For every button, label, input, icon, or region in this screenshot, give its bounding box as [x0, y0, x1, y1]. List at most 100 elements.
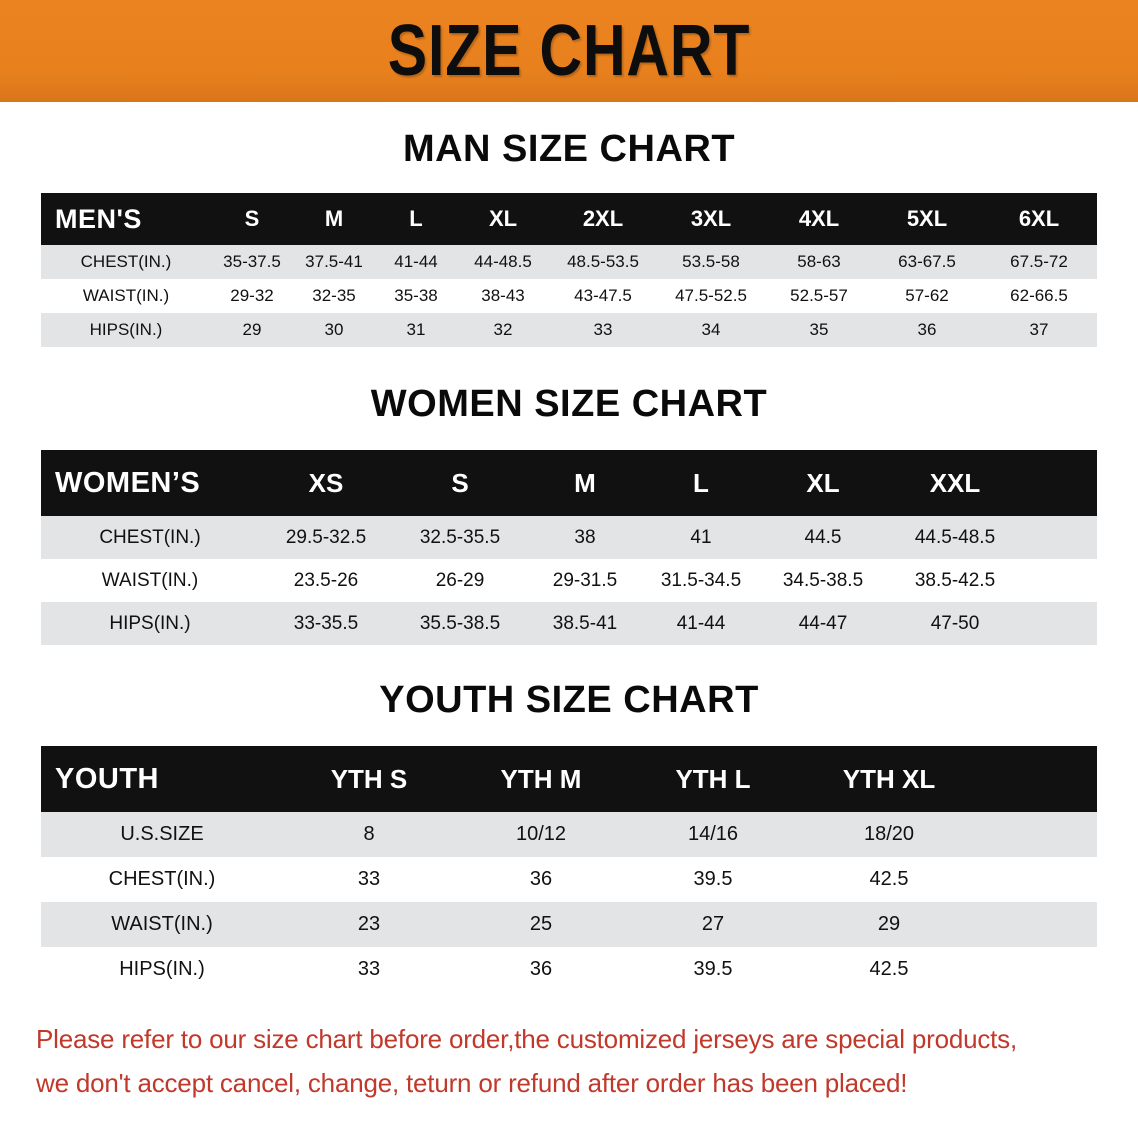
table-cell: 36 [529, 958, 553, 980]
table-cell: 29.5-32.5 [285, 526, 367, 548]
table-cell-empty [1023, 516, 1097, 559]
table-cell: 35 [809, 320, 829, 339]
man-section-title: MAN SIZE CHART [402, 128, 736, 170]
page-banner: SIZE CHART [0, 0, 1138, 102]
table-cell: 67.5-72 [1010, 252, 1068, 271]
table-header-row: WOMEN’S XS S M L XL XXL [41, 450, 1097, 516]
man-table-body: CHEST(IN.) 35-37.5 37.5-41 41-44 44-48.5… [41, 245, 1097, 347]
man-size-table-wrap: MEN'S S M L XL 2XL 3XL 4XL 5XL 6XL CHEST… [41, 193, 1097, 347]
table-cell: 36 [529, 868, 553, 890]
table-cell: 57-62 [905, 286, 949, 305]
table-cell: 23.5-26 [293, 569, 359, 591]
row-label: U.S.SIZE [120, 823, 204, 845]
youth-size-table-wrap: YOUTH YTH S YTH M YTH L YTH XL U.S.SIZE … [41, 746, 1097, 992]
table-cell: 29-31.5 [552, 569, 618, 591]
women-col-header-empty [1023, 450, 1097, 516]
women-col-header: M [574, 467, 596, 498]
table-cell: 38-43 [481, 286, 525, 305]
table-cell: 39.5 [693, 958, 733, 980]
table-cell: 48.5-53.5 [567, 252, 639, 271]
youth-corner-label: YOUTH [55, 762, 159, 795]
table-cell: 29 [877, 913, 901, 935]
table-cell: 26-29 [435, 569, 485, 591]
table-cell: 38.5-42.5 [914, 569, 996, 591]
man-size-table: MEN'S S M L XL 2XL 3XL 4XL 5XL 6XL CHEST… [41, 193, 1097, 347]
youth-col-header: YTH L [675, 763, 751, 794]
row-label: CHEST(IN.) [99, 526, 201, 548]
man-col-header: S [244, 206, 260, 231]
table-cell: 33 [357, 868, 381, 890]
page-title: SIZE CHART [387, 11, 751, 91]
youth-col-header-empty [979, 746, 1097, 812]
table-cell: 43-47.5 [574, 286, 632, 305]
man-col-header: 3XL [690, 206, 732, 231]
table-row: CHEST(IN.) 33 36 39.5 42.5 [41, 857, 1097, 902]
table-cell-empty [979, 947, 1097, 992]
note-line-1: Please refer to our size chart before or… [36, 1024, 1018, 1054]
table-cell-empty [1023, 602, 1097, 645]
man-col-header: 4XL [798, 206, 840, 231]
table-row: WAIST(IN.) 23.5-26 26-29 29-31.5 31.5-34… [41, 559, 1097, 602]
table-row: CHEST(IN.) 29.5-32.5 32.5-35.5 38 41 44.… [41, 516, 1097, 559]
table-row: HIPS(IN.) 29 30 31 32 33 34 35 36 37 [41, 313, 1097, 347]
table-cell: 44-48.5 [474, 252, 532, 271]
man-col-header: 6XL [1018, 206, 1060, 231]
row-label: CHEST(IN.) [80, 252, 172, 271]
table-cell: 42.5 [869, 958, 909, 980]
table-cell-empty [1023, 559, 1097, 602]
women-corner-label: WOMEN’S [55, 466, 201, 499]
table-cell: 39.5 [693, 868, 733, 890]
women-size-table: WOMEN’S XS S M L XL XXL CHEST(IN.) 29.5-… [41, 450, 1097, 645]
table-cell-empty [979, 902, 1097, 947]
man-corner-label: MEN'S [55, 203, 142, 234]
table-cell: 32 [493, 320, 513, 339]
table-cell: 34.5-38.5 [782, 569, 864, 591]
table-cell: 29-32 [230, 286, 274, 305]
table-cell: 42.5 [869, 868, 909, 890]
man-col-header: M [324, 206, 344, 231]
row-label: HIPS(IN.) [119, 958, 205, 980]
table-cell-empty [979, 812, 1097, 857]
table-cell: 33 [357, 958, 381, 980]
table-cell: 35-38 [394, 286, 438, 305]
table-row: U.S.SIZE 8 10/12 14/16 18/20 [41, 812, 1097, 857]
table-cell: 29 [242, 320, 262, 339]
table-cell: 44.5 [804, 526, 842, 548]
table-cell: 52.5-57 [790, 286, 848, 305]
table-cell: 27 [701, 913, 725, 935]
table-cell: 41-44 [394, 252, 438, 271]
table-cell: 44.5-48.5 [914, 526, 996, 548]
row-label: WAIST(IN.) [111, 913, 213, 935]
table-cell: 36 [917, 320, 937, 339]
women-col-header: XL [806, 467, 840, 498]
youth-table-body: U.S.SIZE 8 10/12 14/16 18/20 CHEST(IN.) … [41, 812, 1097, 992]
women-size-table-wrap: WOMEN’S XS S M L XL XXL CHEST(IN.) 29.5-… [41, 450, 1097, 645]
table-cell: 18/20 [863, 823, 915, 845]
table-cell: 38 [574, 526, 596, 548]
youth-col-header: YTH S [330, 763, 408, 794]
man-col-header: 5XL [906, 206, 948, 231]
table-cell: 47-50 [930, 612, 980, 634]
table-row: WAIST(IN.) 23 25 27 29 [41, 902, 1097, 947]
table-row: CHEST(IN.) 35-37.5 37.5-41 41-44 44-48.5… [41, 245, 1097, 279]
table-cell: 31 [406, 320, 426, 339]
row-label: HIPS(IN.) [89, 320, 163, 339]
women-col-header: S [451, 467, 469, 498]
women-table-body: CHEST(IN.) 29.5-32.5 32.5-35.5 38 41 44.… [41, 516, 1097, 645]
youth-col-header: YTH XL [842, 763, 936, 794]
youth-section-title: YOUTH SIZE CHART [379, 679, 759, 721]
note-line-2: we don't accept cancel, change, teturn o… [36, 1067, 908, 1098]
table-cell: 63-67.5 [898, 252, 956, 271]
women-col-header: XXL [929, 467, 981, 498]
table-row: HIPS(IN.) 33-35.5 35.5-38.5 38.5-41 41-4… [41, 602, 1097, 645]
table-cell: 10/12 [515, 823, 567, 845]
youth-table-header: YOUTH YTH S YTH M YTH L YTH XL [41, 746, 1097, 812]
table-cell: 32.5-35.5 [419, 526, 501, 548]
table-header-row: MEN'S S M L XL 2XL 3XL 4XL 5XL 6XL [41, 193, 1097, 245]
table-cell: 37 [1029, 320, 1049, 339]
table-header-row: YOUTH YTH S YTH M YTH L YTH XL [41, 746, 1097, 812]
table-cell: 58-63 [797, 252, 841, 271]
man-col-header: L [409, 206, 423, 231]
table-cell: 33 [593, 320, 613, 339]
man-col-header: XL [488, 206, 518, 231]
